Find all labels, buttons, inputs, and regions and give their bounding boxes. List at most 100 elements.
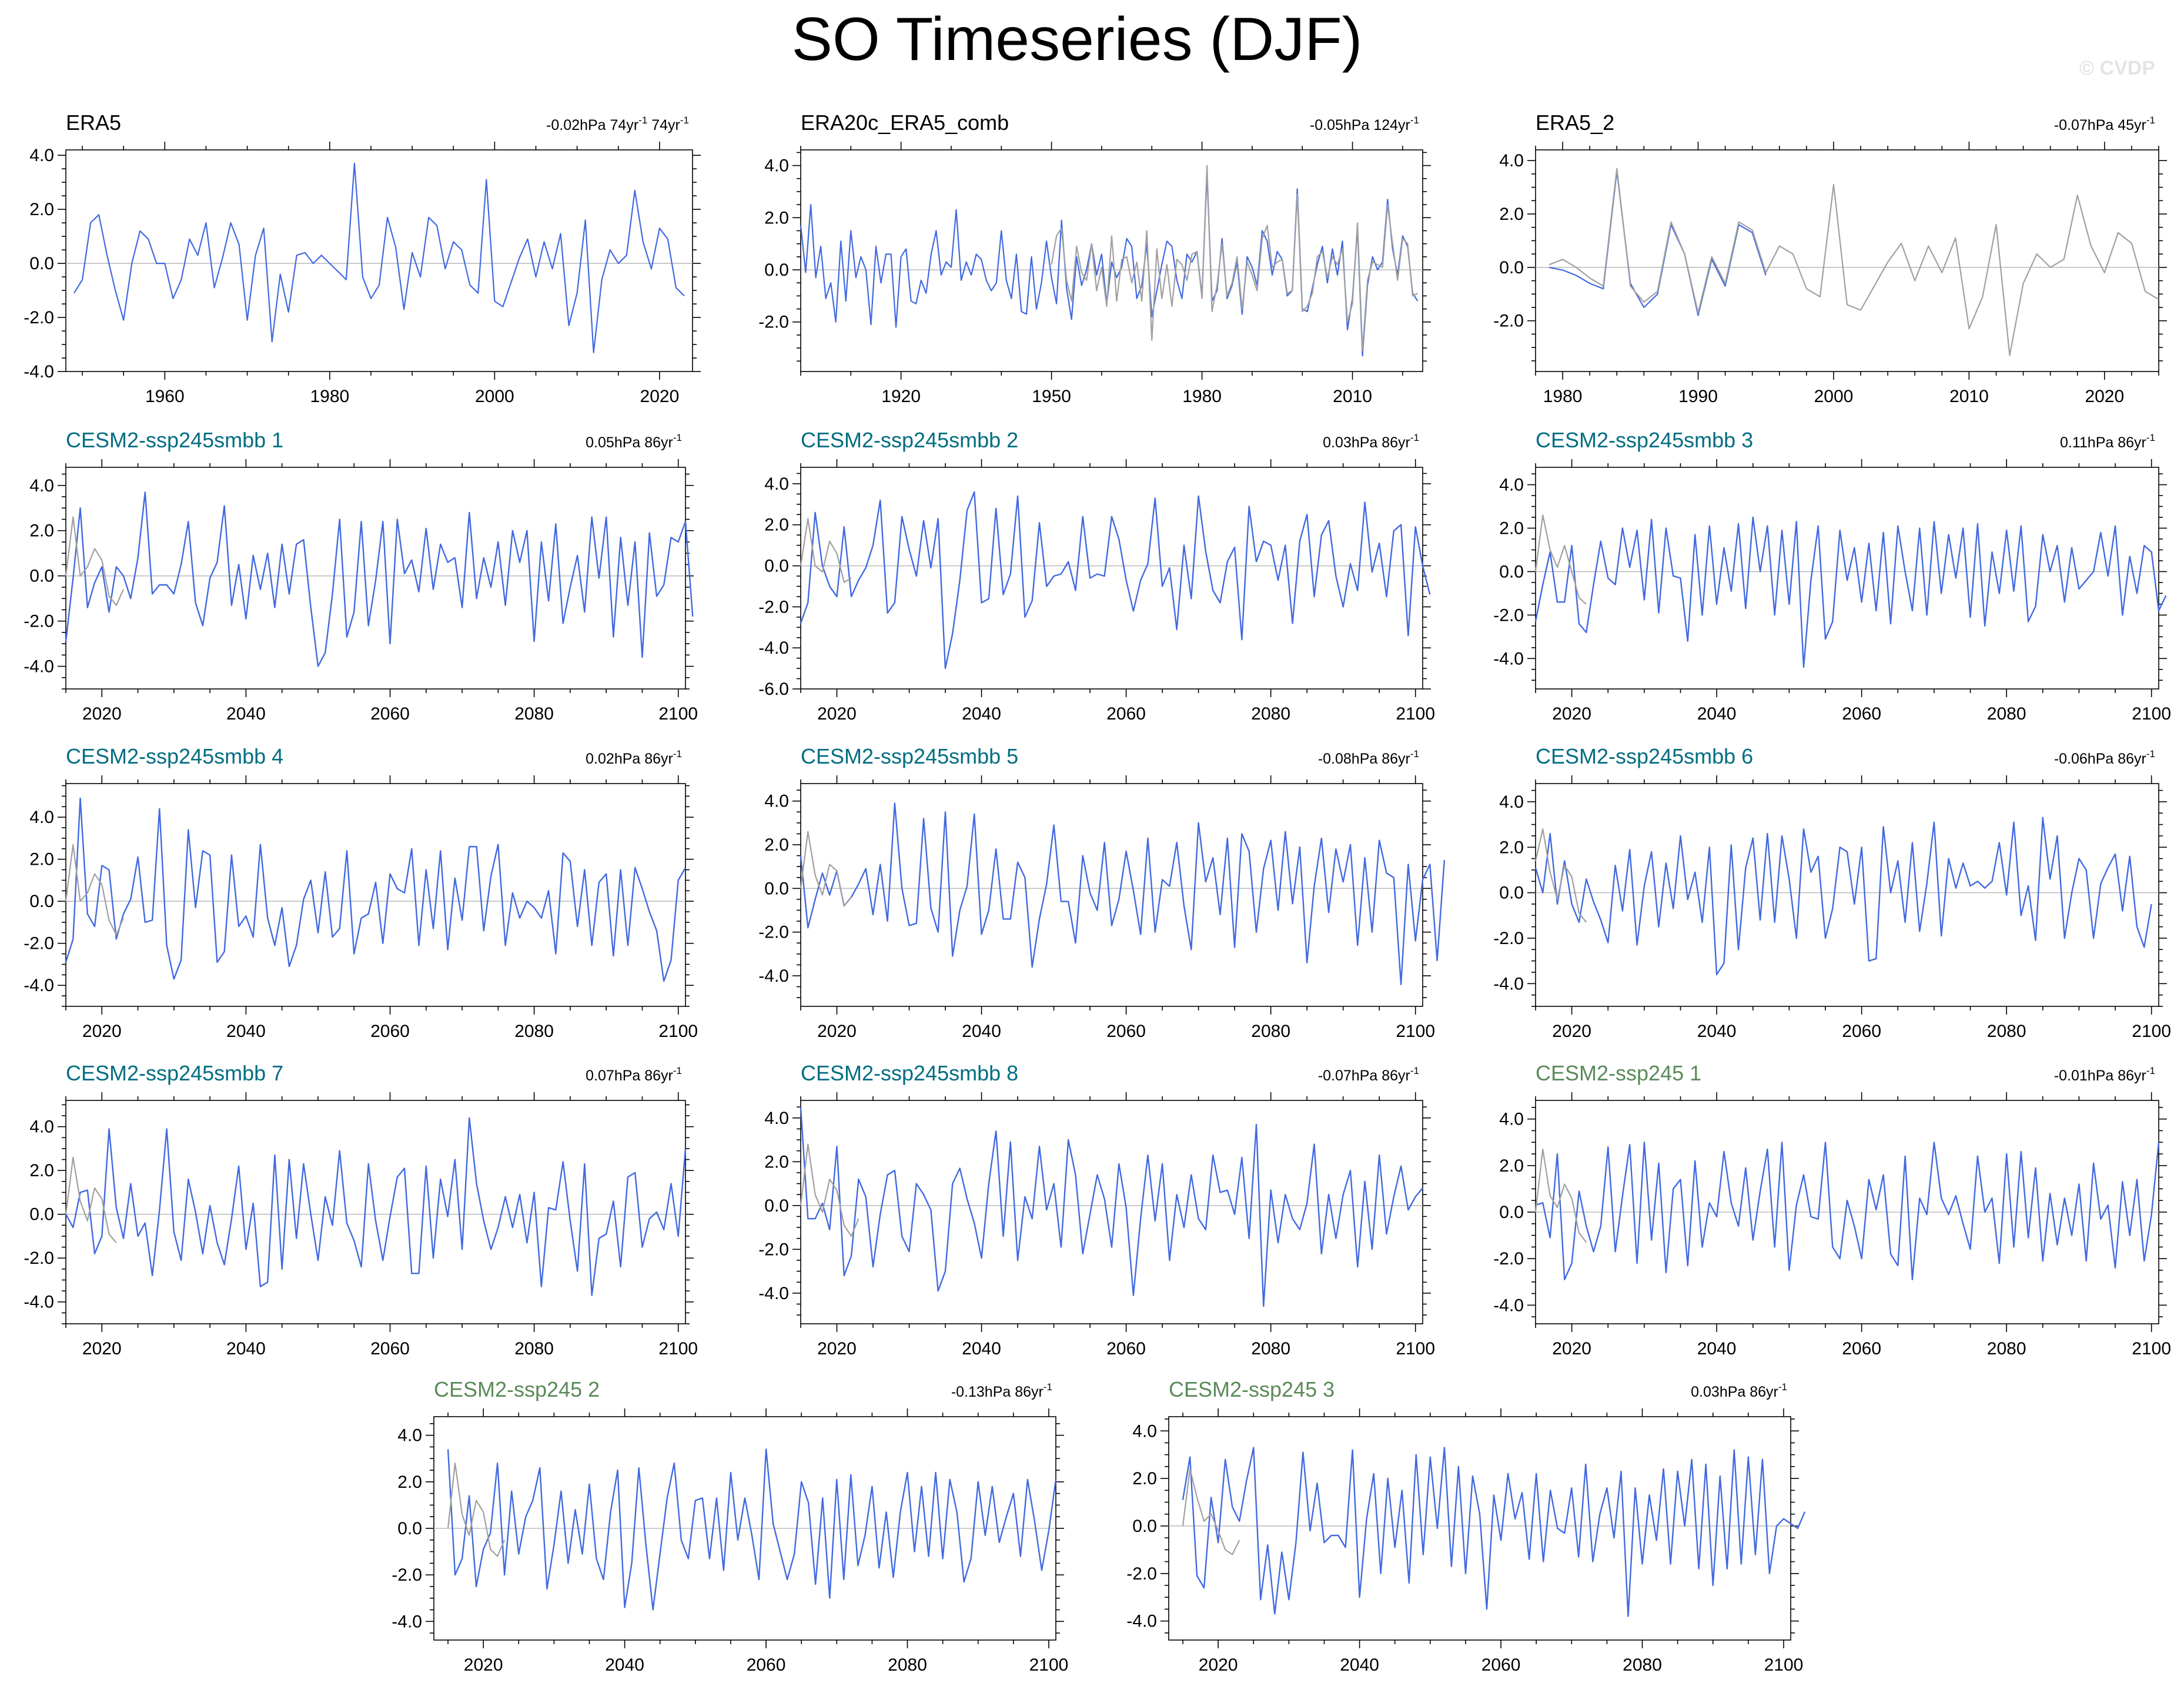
- x-tick-label: 2040: [1697, 1339, 1737, 1358]
- panel-name: ERA5_2: [1536, 111, 1614, 135]
- series-line-primary: [800, 1107, 1423, 1307]
- x-tick-label: 2060: [1106, 704, 1146, 724]
- trend-exponent: -1: [1043, 1381, 1052, 1393]
- x-tick-label: 1960: [145, 387, 185, 406]
- trend-exponent: -1: [638, 115, 647, 126]
- y-tick-label: -2.0: [1126, 1564, 1157, 1584]
- x-tick-label: 2020: [1199, 1655, 1238, 1675]
- plot-frame: [65, 783, 686, 1007]
- panel-name: CESM2-ssp245smbb 1: [66, 428, 283, 452]
- series-line-primary: [1548, 170, 1767, 316]
- trend-label: 0.02hPa 86yr-1: [586, 748, 682, 767]
- x-tick-label: 2040: [962, 1339, 1001, 1358]
- x-tick-label: 2020: [82, 704, 122, 724]
- trend-label: 0.03hPa 86yr-1: [1323, 432, 1419, 451]
- x-tick-label: 2060: [1106, 1339, 1146, 1358]
- trend-exponent-extra: -1: [680, 115, 689, 126]
- series-line-secondary: [800, 1143, 859, 1237]
- series-line-secondary: [1051, 165, 1419, 352]
- x-tick-label: 2020: [464, 1655, 503, 1675]
- plot-frame: [65, 467, 686, 690]
- trend-exponent: -1: [673, 748, 682, 759]
- series-line-primary: [447, 1448, 1057, 1611]
- y-tick-label: -2.0: [24, 1249, 54, 1268]
- plot-frame: [65, 149, 693, 372]
- x-tick-label: 2080: [1987, 704, 2026, 724]
- x-tick-label: 2060: [1842, 704, 1881, 724]
- y-tick-label: -4.0: [758, 638, 789, 658]
- trend-value: -0.13hPa 86yr: [951, 1384, 1043, 1400]
- panel-name: CESM2-ssp245 1: [1536, 1061, 1701, 1085]
- x-tick-label: 2020: [1552, 704, 1591, 724]
- y-tick-label: -2.0: [1493, 929, 1524, 948]
- x-tick-label: 2040: [1697, 1022, 1737, 1041]
- trend-value: 0.07hPa 86yr: [586, 1067, 673, 1084]
- series-line-primary: [1534, 816, 2152, 976]
- panel: CESM2-ssp245smbb 8 -0.07hPa 86yr-1 4.0 2.0 0…: [758, 1061, 1435, 1358]
- y-tick-label: -2.0: [758, 923, 789, 942]
- trend-value: -0.07hPa 86yr: [1318, 1067, 1410, 1084]
- y-tick-label: 4.0: [1499, 476, 1524, 495]
- trend-label: 0.11hPa 86yr-1: [2060, 432, 2155, 451]
- trend-label: -0.13hPa 86yr-1: [951, 1381, 1052, 1400]
- series-line-secondary: [800, 518, 852, 583]
- x-tick-label: 2060: [370, 1339, 410, 1358]
- trend-label: 0.07hPa 86yr-1: [586, 1065, 682, 1084]
- panel-name: CESM2-ssp245smbb 4: [66, 744, 283, 768]
- x-tick-label: 2080: [1251, 704, 1290, 724]
- x-tick-label: 2040: [1340, 1655, 1379, 1675]
- x-tick-label: 2060: [370, 1022, 410, 1041]
- series-line-secondary: [1534, 1148, 1587, 1243]
- y-tick-label: -4.0: [392, 1612, 422, 1631]
- panel: CESM2-ssp245 2 -0.13hPa 86yr-1 4.0 2.0 0.0 -2…: [392, 1377, 1068, 1675]
- trend-value: -0.05hPa 124yr: [1310, 117, 1410, 133]
- panel-name: ERA5: [66, 111, 121, 135]
- panel-name: CESM2-ssp245smbb 6: [1536, 744, 1753, 768]
- trend-label: -0.01hPa 86yr-1: [2054, 1065, 2155, 1084]
- series-line-primary: [1535, 1142, 2160, 1281]
- y-tick-label: 2.0: [764, 1152, 789, 1172]
- trend-label: -0.02hPa 74yr-1 74yr-1: [546, 115, 689, 133]
- series-line-primary: [800, 491, 1431, 670]
- x-tick-label: 2060: [1842, 1339, 1881, 1358]
- trend-label: 0.05hPa 86yr-1: [586, 432, 682, 451]
- plot-frame: [800, 783, 1423, 1007]
- panel-name: CESM2-ssp245smbb 3: [1536, 428, 1753, 452]
- plot-frame: [800, 467, 1423, 690]
- x-tick-label: 2080: [1251, 1339, 1290, 1358]
- x-tick-label: 2060: [1842, 1022, 1881, 1041]
- y-tick-label: -2.0: [24, 612, 54, 631]
- y-tick-label: -2.0: [758, 597, 789, 617]
- x-tick-label: 2000: [1814, 387, 1854, 406]
- x-tick-label: 2020: [817, 1339, 857, 1358]
- x-tick-label: 2080: [514, 1022, 554, 1041]
- y-tick-label: 0.0: [29, 1205, 54, 1224]
- x-tick-label: 2040: [605, 1655, 644, 1675]
- y-tick-label: -2.0: [24, 934, 54, 953]
- panel: CESM2-ssp245smbb 5 -0.08hPa 86yr-1 4.0 2.0 0…: [758, 744, 1446, 1041]
- trend-label: -0.07hPa 86yr-1: [1318, 1065, 1419, 1084]
- x-tick-label: 2020: [2085, 387, 2124, 406]
- y-tick-label: -6.0: [758, 680, 789, 699]
- y-tick-label: -4.0: [1493, 1296, 1524, 1315]
- series-line-primary: [800, 802, 1446, 986]
- y-tick-label: 2.0: [1499, 1156, 1524, 1176]
- x-tick-label: 2060: [370, 704, 410, 724]
- y-tick-label: -2.0: [1493, 1249, 1524, 1269]
- y-tick-label: 4.0: [1132, 1421, 1157, 1441]
- plot-frame: [1535, 149, 2159, 372]
- y-tick-label: 0.0: [29, 567, 54, 586]
- y-tick-label: 0.0: [397, 1519, 422, 1538]
- y-tick-label: 4.0: [764, 1109, 789, 1128]
- y-tick-label: 4.0: [764, 792, 789, 811]
- y-tick-label: 2.0: [29, 521, 54, 541]
- series-line-primary: [1534, 516, 2167, 668]
- x-tick-label: 2060: [1106, 1022, 1146, 1041]
- trend-value: 0.03hPa 86yr: [1691, 1384, 1778, 1400]
- y-tick-label: 0.0: [1499, 1203, 1524, 1222]
- trend-exponent: -1: [673, 1065, 682, 1076]
- y-tick-label: 2.0: [1499, 205, 1524, 224]
- y-tick-label: 4.0: [1499, 151, 1524, 170]
- y-tick-label: 2.0: [764, 835, 789, 855]
- y-tick-label: -2.0: [24, 308, 54, 327]
